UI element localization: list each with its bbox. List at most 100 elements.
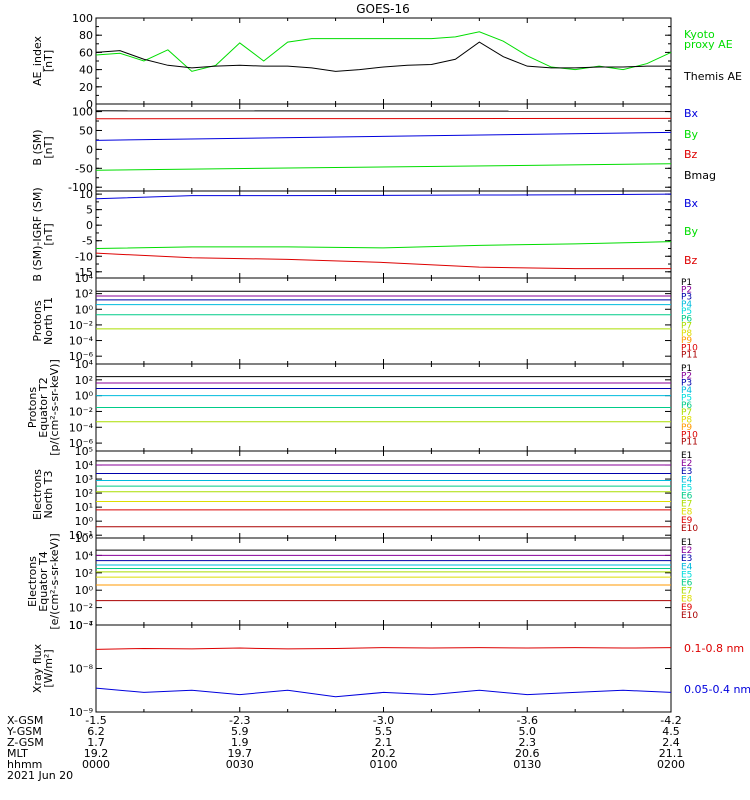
y-tick-label: 10	[79, 188, 93, 201]
x-table-value: 0200	[657, 758, 685, 771]
legend-kyoto-proxy-ae: Kyoto	[684, 28, 715, 41]
panel-frame	[95, 103, 672, 192]
series-line-bx	[95, 193, 672, 200]
y-tick-label: 10⁻⁴	[69, 619, 94, 632]
y-tick-label: 10⁻⁶	[69, 350, 94, 363]
panel-frame	[95, 190, 672, 279]
y-tick-label: 60	[79, 46, 93, 59]
y-axis-title: ElectronsNorth T3	[31, 469, 55, 520]
x-table-value: 2.3	[519, 736, 537, 749]
series-line-0-1-0-8-nm	[95, 647, 672, 650]
legend-e9: E9	[681, 603, 693, 613]
legend-e7: E7	[681, 500, 692, 510]
panel-frame	[95, 624, 672, 713]
y-axis-title-line: Electrons	[26, 556, 39, 607]
x-table-value: -2.3	[229, 714, 250, 727]
series-line-0-05-0-4-nm	[95, 687, 672, 698]
y-tick-label: 10⁻⁴	[69, 421, 94, 434]
y-tick-label: 0	[86, 98, 93, 111]
legend-p6: P6	[681, 401, 692, 411]
row-label-mlt: MLT	[7, 747, 28, 760]
panel-bsm: -100 -50 0 50 100 B (SM)[nT] Bx By Bz Bmag	[31, 103, 716, 194]
y-axis-title-line: [e/(cm²-s-sr-keV)]	[48, 533, 61, 629]
y-tick-label: 10⁰	[75, 390, 94, 403]
y-tick-label: 80	[79, 29, 93, 42]
x-table-value: 0030	[226, 758, 254, 771]
legend-e7: E7	[681, 587, 692, 597]
panel-frame	[95, 17, 672, 105]
series-line-themis-ae	[95, 41, 671, 72]
panel-prot_t1: 10⁻⁶ 10⁻⁴ 10⁻² 10⁰ 10² 10⁴ ProtonsNorth T1 P1P2…	[31, 272, 698, 365]
x-table-value: -3.6	[517, 714, 538, 727]
series-line-bx	[95, 131, 672, 141]
panel-frame	[95, 537, 672, 626]
y-tick-label: 10²	[75, 487, 93, 500]
legend-by: By	[684, 225, 699, 238]
date-label: 2021 Jun 20	[7, 769, 73, 782]
legend-p11: P11	[681, 438, 698, 448]
legend-p5: P5	[681, 393, 692, 403]
legend-bx: Bx	[684, 107, 699, 120]
y-tick-label: 10⁻²	[69, 405, 93, 418]
y-axis-title: ElectronsEquator T4[e/(cm²-s-sr-keV)]	[26, 533, 61, 629]
x-table-value: 19.2	[84, 747, 109, 760]
y-tick-label: 10¹	[75, 501, 93, 514]
y-tick-label: 10⁰	[75, 515, 94, 528]
y-axis-title-line: North T3	[42, 471, 55, 519]
y-axis-title-line: [nT]	[42, 50, 55, 72]
y-tick-label: -100	[68, 181, 93, 194]
x-table-value: 19.7	[228, 747, 253, 760]
x-table-value: 5.9	[231, 725, 249, 738]
panel-elec_t4: 10⁻⁴ 10⁻² 10⁰ 10² 10⁴ 10⁶ ElectronsEquator T4[…	[26, 532, 698, 632]
y-axis-title: ProtonsNorth T1	[31, 297, 55, 345]
legend-p2: P2	[681, 285, 692, 295]
y-tick-label: 5	[86, 204, 93, 217]
series-line-by	[95, 163, 672, 171]
y-tick-label: 10⁶	[75, 532, 94, 545]
legend-e1: E1	[681, 451, 692, 461]
legend-bz: Bz	[684, 254, 698, 267]
y-tick-label: 10²	[75, 567, 93, 580]
y-axis-title: ProtonsEquator T2[p/(cm²-s-sr-keV)]	[26, 359, 61, 456]
y-tick-label: 10⁰	[75, 584, 94, 597]
y-axis-title-line: Electrons	[31, 469, 44, 520]
legend-p6: P6	[681, 314, 692, 324]
series-line-by	[95, 241, 672, 249]
legend-e10: E10	[681, 524, 698, 534]
legend-0-1-0-8-nm: 0.1-0.8 nm	[684, 642, 744, 655]
row-label-hhmm: hhmm	[7, 758, 42, 771]
legend-p10: P10	[681, 343, 698, 353]
y-axis-title-line: [p/(cm²-s-sr-keV)]	[48, 359, 61, 456]
y-tick-label: 10⁴	[75, 358, 94, 371]
legend-p11: P11	[681, 351, 698, 361]
y-axis-title-line: Protons	[31, 300, 44, 341]
y-tick-label: 10⁴	[75, 272, 94, 285]
y-tick-label: 20	[79, 81, 93, 94]
legend-p5: P5	[681, 307, 692, 317]
x-table-value: 0000	[82, 758, 110, 771]
legend-bmag: Bmag	[684, 169, 716, 182]
x-table-value: 20.2	[371, 747, 396, 760]
panel-frame	[95, 450, 672, 539]
legend-e2: E2	[681, 546, 692, 556]
y-axis-title: B (SM)[nT]	[31, 129, 55, 165]
legend-e2: E2	[681, 459, 692, 469]
y-tick-label: 50	[79, 124, 93, 137]
legend-p1: P1	[681, 364, 692, 374]
x-table-value: -1.5	[85, 714, 106, 727]
x-table-value: 5.5	[375, 725, 393, 738]
y-tick-label: 0	[86, 219, 93, 232]
row-label-z-gsm: Z-GSM	[7, 736, 44, 749]
legend-e4: E4	[681, 475, 693, 485]
legend-p9: P9	[681, 336, 692, 346]
y-axis-title-line: Protons	[26, 387, 39, 428]
y-tick-label: 10⁴	[75, 459, 94, 472]
y-axis-title-line: [W/m²]	[42, 649, 55, 687]
row-label-x-gsm: X-GSM	[7, 714, 43, 727]
panel-xray: 10⁻⁹ 10⁻⁸ 10⁻⁷ Xray flux[W/m²] 0.1-0.8 nm 0.0…	[31, 619, 750, 719]
y-tick-label: 10⁻⁸	[69, 663, 94, 676]
x-table-value: 2.4	[662, 736, 680, 749]
y-axis-title-line: [nT]	[42, 136, 55, 158]
y-axis-title: Xray flux[W/m²]	[31, 643, 55, 693]
